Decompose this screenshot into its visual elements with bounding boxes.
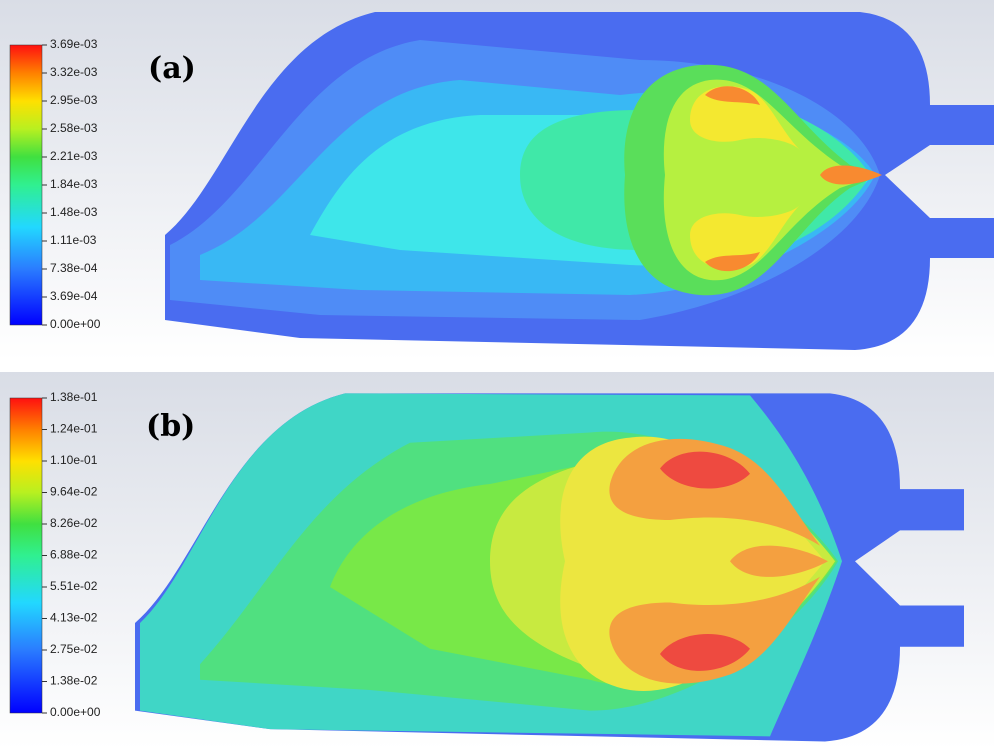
colorbar-label: 2.58e-03 bbox=[50, 121, 98, 135]
colorbar-label: 9.64e-02 bbox=[50, 485, 98, 499]
contour bbox=[660, 451, 750, 671]
panel-label: (b) bbox=[146, 409, 195, 444]
colorbar-label: 3.69e-04 bbox=[50, 289, 98, 303]
colorbar-label: 3.32e-03 bbox=[50, 65, 98, 79]
colorbar-label: 1.24e-01 bbox=[50, 422, 98, 436]
colorbar-label: 8.26e-02 bbox=[50, 516, 98, 530]
colorbar-label: 1.38e-01 bbox=[50, 390, 98, 404]
colorbar-label: 0.00e+00 bbox=[50, 317, 101, 331]
contour bbox=[705, 86, 882, 272]
colorbar-label: 1.38e-02 bbox=[50, 674, 98, 688]
contour bbox=[690, 86, 800, 269]
panel-label: (a) bbox=[148, 51, 196, 86]
colorbar-label: 5.51e-02 bbox=[50, 579, 98, 593]
colorbar bbox=[9, 44, 43, 326]
colorbar-label: 7.38e-04 bbox=[50, 261, 98, 275]
colorbar-label: 1.84e-03 bbox=[50, 177, 98, 191]
colorbar-label: 3.69e-03 bbox=[50, 37, 98, 51]
panel-a: (a) bbox=[0, 0, 994, 360]
colorbar-label: 1.48e-03 bbox=[50, 205, 98, 219]
colorbar-label: 1.11e-03 bbox=[50, 233, 97, 247]
colorbar-label: 2.75e-02 bbox=[50, 642, 98, 656]
colorbar-label: 1.10e-01 bbox=[50, 453, 98, 467]
colorbar-label: 0.00e+00 bbox=[50, 705, 101, 719]
panel-b: (b) bbox=[0, 372, 994, 749]
contours bbox=[135, 393, 964, 742]
colorbar-label: 4.13e-02 bbox=[50, 611, 98, 625]
colorbar-label: 2.95e-03 bbox=[50, 93, 98, 107]
colorbar bbox=[9, 397, 43, 714]
colorbar-label: 2.21e-03 bbox=[50, 149, 98, 163]
contour bbox=[609, 438, 828, 684]
colorbar-label: 6.88e-02 bbox=[50, 548, 98, 562]
